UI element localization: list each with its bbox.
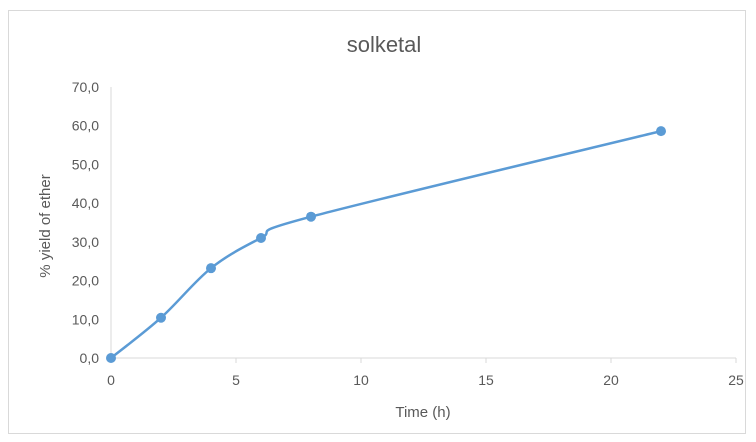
y-axis-label: % yield of ether [37, 174, 54, 277]
x-tick-label: 25 [728, 372, 744, 388]
y-tick-label: 10,0 [72, 311, 99, 327]
data-point [156, 312, 166, 323]
x-tick-label: 20 [603, 372, 619, 388]
y-tick-label: 70,0 [72, 79, 99, 95]
series [106, 126, 666, 363]
chart-title: solketal [347, 32, 422, 57]
data-point [106, 353, 116, 363]
y-tick-label: 0,0 [80, 350, 100, 366]
x-tick-label: 15 [478, 372, 494, 388]
tick-labels: 0 5 10 15 20 25 0,0 10,0 20,0 30,0 40,0 50,0 60,0 70,… [72, 79, 744, 388]
data-point [256, 232, 266, 243]
y-tick-label: 30,0 [72, 234, 99, 250]
series-line [110, 129, 662, 359]
x-axis-label: Time (h) [395, 404, 450, 421]
y-tick-label: 40,0 [72, 195, 99, 211]
chart-frame [8, 10, 746, 434]
x-tick-label: 0 [107, 372, 115, 388]
data-point [656, 126, 666, 137]
x-tick-label: 5 [232, 372, 240, 388]
x-tick-label: 10 [353, 372, 369, 388]
y-tick-label: 20,0 [72, 273, 99, 289]
data-point [206, 263, 216, 274]
y-tick-label: 50,0 [72, 156, 99, 172]
y-tick-label: 60,0 [72, 118, 99, 134]
data-point [306, 211, 316, 222]
axes [110, 87, 737, 363]
